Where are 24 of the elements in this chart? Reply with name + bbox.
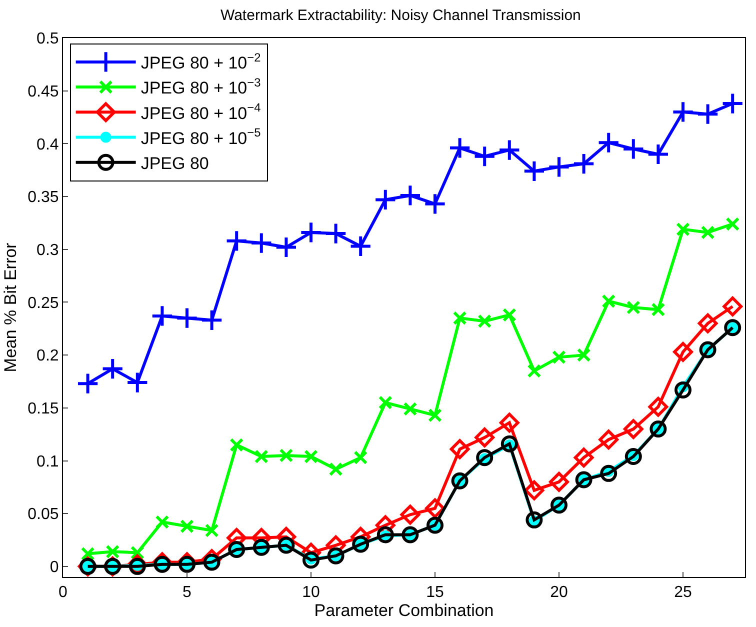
y-tick-label: 0.5 (36, 30, 59, 48)
legend-label: JPEG 80 + 10$^{−5}$ (140, 126, 262, 148)
legend-label: JPEG 80 + 10$^{−2}$ (140, 50, 262, 73)
legend-label: JPEG 80 (140, 154, 209, 173)
y-tick-label: 0.2 (36, 348, 59, 365)
y-axis-title: Mean % Bit Error (1, 242, 20, 372)
legend-label: JPEG 80 + 10$^{−3}$ (140, 76, 262, 98)
y-tick-label: 0.4 (36, 136, 59, 154)
x-tick-label: 25 (674, 584, 692, 602)
x-tick-label: 5 (182, 584, 192, 602)
x-tick-label: 20 (550, 584, 568, 602)
y-tick-label: 0.3 (36, 242, 59, 259)
chart-title: Watermark Extractability: Noisy Channel Transmission (220, 6, 581, 24)
y-tick-label: 0.45 (28, 83, 59, 100)
y-tick-label: 0.35 (28, 189, 59, 206)
y-tick-label: 0.05 (28, 506, 59, 524)
x-tick-label: 10 (302, 584, 320, 602)
y-tick-label: 0.15 (28, 400, 59, 418)
x-tick-label: 15 (426, 584, 444, 602)
x-axis-title: Parameter Combination (314, 601, 494, 620)
y-tick-label: 0.1 (36, 453, 59, 470)
y-tick-label: 0.25 (28, 294, 59, 312)
legend-label: JPEG 80 + 10$^{−4}$ (140, 100, 262, 123)
y-tick-label: 0 (50, 559, 59, 576)
